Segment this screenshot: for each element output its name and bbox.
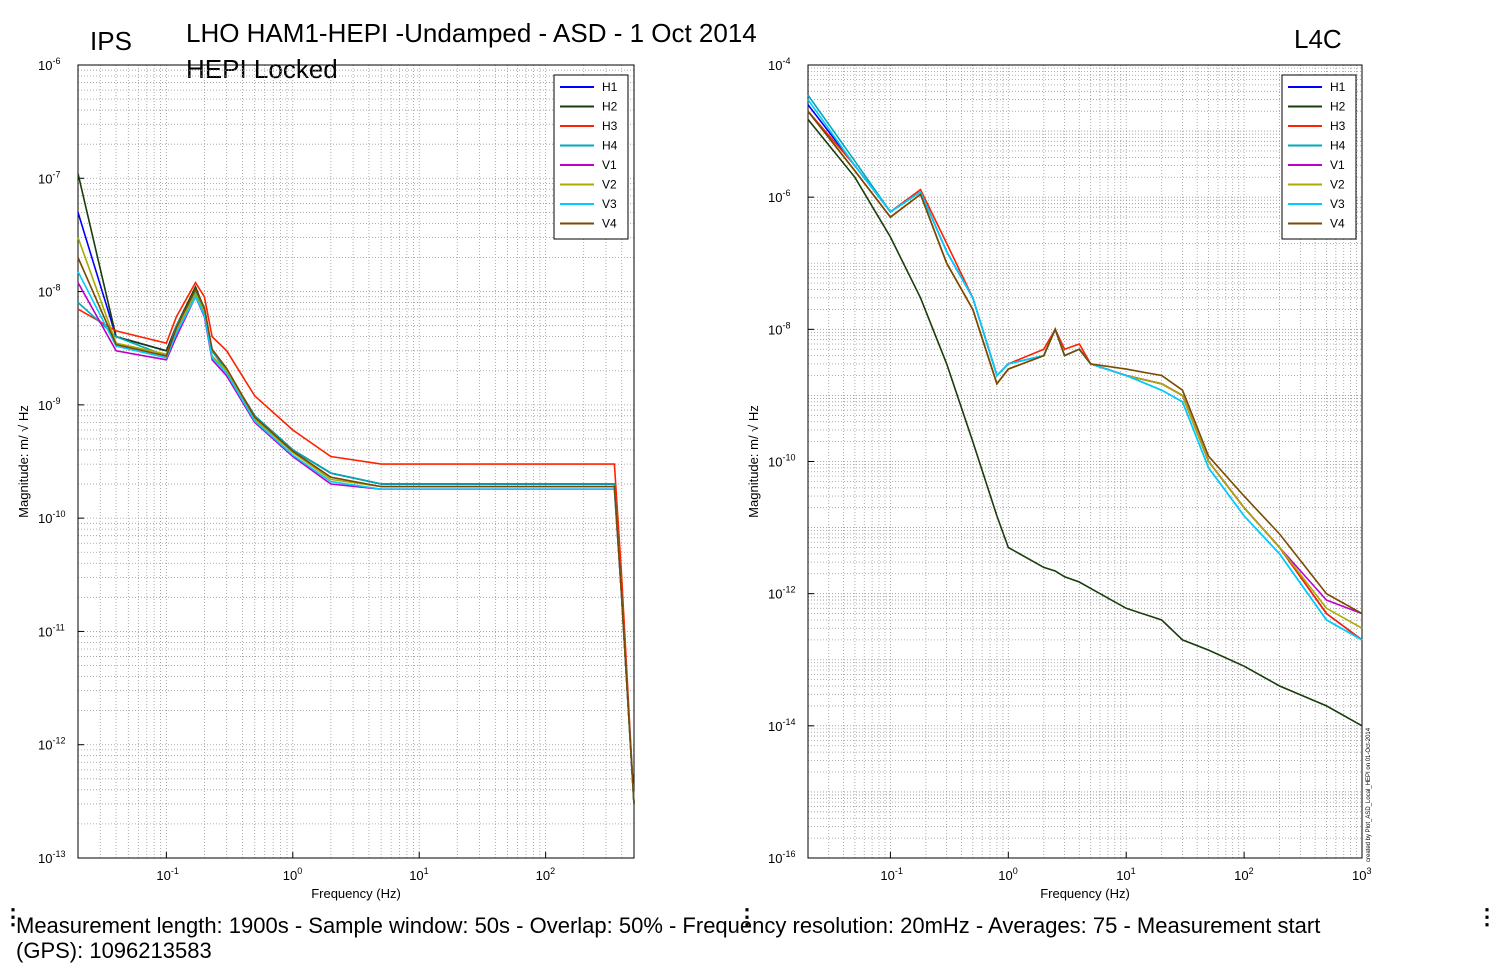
x-tick-label: 10-1 [156,866,178,883]
x-tick-label: 101 [409,866,428,883]
panel-label-l4c: L4C [1294,24,1342,54]
legend-label-h4: H4 [602,139,618,153]
y-tick-label: 10-12 [38,736,65,753]
legend-label-h4: H4 [1330,139,1346,153]
y-axis-label: Magnitude: m/ √ Hz [746,405,761,518]
legend-label-h1: H1 [1330,80,1346,94]
y-tick-label: 10-6 [768,188,790,205]
series-line-v1 [77,282,635,804]
y-tick-label: 10-16 [768,849,795,866]
side-note: created by Plot_ASD_Local_HEPI on 01-Oct… [1366,727,1372,862]
x-axis-label: Frequency (Hz) [311,886,401,901]
legend-label-v3: V3 [602,197,617,211]
series-line-h4 [807,94,1363,641]
x-tick-label: 103 [1352,866,1371,883]
x-tick-label: 102 [536,866,555,883]
series-line-v4 [77,257,635,804]
chart-title: LHO HAM1-HEPI -Undamped - ASD - 1 Oct 20… [186,18,757,48]
series-line-h3 [77,281,635,804]
x-tick-label: 100 [998,866,1017,883]
legend-box [553,74,629,240]
y-tick-label: 10-9 [38,396,60,413]
series-line-v1 [807,110,1363,615]
legend-label-v1: V1 [602,158,617,172]
y-tick-label: 10-11 [38,622,65,639]
y-tick-label: 10-8 [38,283,60,300]
legend-label-h2: H2 [1330,100,1346,114]
chart-subtitle: HEPI Locked [186,54,338,84]
series-line-v3 [77,271,635,804]
x-tick-label: 101 [1116,866,1135,883]
footer-line-2: (GPS): 1096213583 [16,938,212,963]
series-line-v2 [807,110,1363,629]
y-tick-label: 10-8 [768,320,790,337]
footer-dots-left: ⋮ [2,904,24,929]
x-tick-label: 10-1 [880,866,902,883]
y-tick-label: 10-10 [38,509,65,526]
legend-label-h3: H3 [602,119,618,133]
series-line-h1 [77,212,635,804]
legend-label-v4: V4 [602,217,617,231]
series-line-h2 [807,118,1363,727]
footer-dots-middle: ⋮ [736,904,758,929]
y-tick-label: 10-10 [768,453,795,470]
legend-label-v1: V1 [1330,158,1345,172]
legend-label-h1: H1 [602,80,618,94]
y-tick-label: 10-13 [38,849,65,866]
series-line-h4 [77,289,635,804]
chart-l4c: 10-1 100 101 102 103 10-16 10-14 10-12 10-10 10-8… [746,56,1371,901]
y-tick-label: 10-6 [38,56,60,73]
y-axis-label: Magnitude: m/ √ Hz [16,405,31,518]
legend-label-h3: H3 [1330,119,1346,133]
footer-dots-right: ⋮ [1476,904,1498,929]
panel-label-ips: IPS [90,26,132,56]
legend-label-v2: V2 [1330,178,1345,192]
y-tick-label: 10-12 [768,585,795,602]
legend-label-v4: V4 [1330,217,1345,231]
chart-ips: 10-1 100 101 102 10-13 10-12 10-11 10-10 10-9 10-… [16,56,635,901]
y-tick-label: 10-7 [38,169,60,186]
legend-label-v3: V3 [1330,197,1345,211]
legend-label-v2: V2 [602,178,617,192]
x-tick-label: 102 [1234,866,1253,883]
series-line-v4 [807,110,1363,615]
legend-box [1281,74,1357,240]
series-line-v2 [77,237,635,804]
plot-frame [77,64,635,859]
series-line-v3 [807,99,1363,641]
x-axis-label: Frequency (Hz) [1040,886,1130,901]
footer-line-1: Measurement length: 1900s - Sample windo… [16,913,1321,938]
legend-label-h2: H2 [602,100,618,114]
y-tick-label: 10-4 [768,56,790,73]
x-tick-label: 100 [283,866,302,883]
y-tick-label: 10-14 [768,717,795,734]
series-line-h1 [807,104,1363,641]
